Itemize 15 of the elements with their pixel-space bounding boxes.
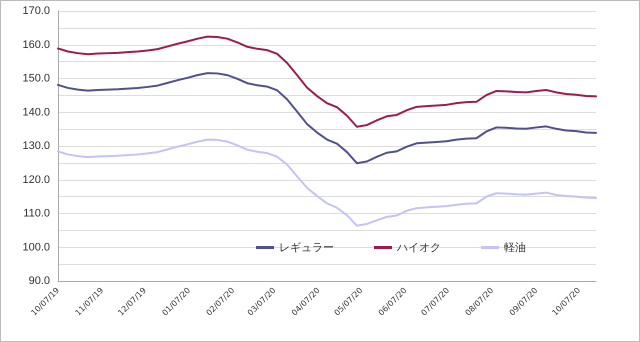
legend-label: 軽油	[504, 241, 526, 254]
y-tick-label: 160.0	[22, 38, 50, 51]
y-tick-label: 140.0	[22, 106, 50, 118]
y-tick-label: 110.0	[23, 208, 50, 220]
line-series	[57, 72, 597, 164]
y-tick-label: 90.0	[28, 275, 50, 287]
legend-label: ハイオク	[396, 241, 441, 254]
legend-label: レギュラー	[279, 241, 334, 254]
line-series	[57, 36, 597, 128]
y-tick-label: 120.0	[22, 174, 50, 186]
y-tick-label: 170.0	[22, 5, 50, 17]
y-tick-label: 130.0	[22, 140, 50, 152]
y-tick-label: 150.0	[22, 72, 50, 84]
y-tick-label: 100.0	[22, 241, 50, 254]
line-series	[57, 138, 597, 227]
